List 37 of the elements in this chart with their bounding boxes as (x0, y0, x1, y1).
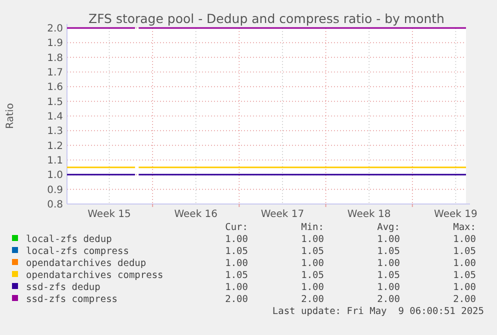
y-tick-label: 1.7 (47, 68, 63, 78)
text: 2.00 2.00 2.00 2.00 (225, 294, 476, 305)
text: 1.05 1.05 1.05 1.05 (225, 270, 476, 281)
legend-label: local-zfs compress (26, 246, 129, 257)
text: Avg: (377, 222, 400, 233)
legend-label: opendatarchives compress (26, 270, 164, 281)
text: Last update: Fri May 9 06:00:51 2025 (272, 306, 484, 317)
x-tick-label: Week 16 (174, 209, 218, 220)
y-tick-label: 1.3 (47, 126, 63, 138)
text: Max: (453, 222, 476, 233)
y-tick-label: 1.4 (47, 112, 63, 122)
y-tick-label: 0.9 (47, 184, 63, 196)
text: 1.00 1.00 1.00 1.00 (225, 282, 476, 293)
text: 1.00 1.00 1.00 1.00 (225, 234, 476, 245)
y-axis-title: Ratio (5, 103, 16, 129)
y-tick-label: 1.9 (47, 38, 63, 50)
x-tick-label: Week 18 (347, 209, 391, 220)
text: 1.05 1.05 1.05 1.05 (225, 246, 476, 257)
y-tick-label: 1.6 (47, 82, 63, 94)
y-tick-label: 1.8 (47, 52, 63, 64)
legend-label: opendatarchives dedup (26, 258, 146, 269)
x-tick-label: Week 17 (260, 209, 304, 220)
x-tick-label: Week 15 (88, 209, 131, 220)
x-tick-label: Week 19 (434, 209, 478, 220)
text: 1.00 1.00 1.00 1.00 (225, 258, 476, 269)
legend-label: local-zfs dedup (26, 234, 112, 245)
chart-title: ZFS storage pool - Dedup and compress ratio - by month (88, 11, 444, 26)
legend-label: ssd-zfs compress (26, 294, 118, 305)
text: Cur: (225, 222, 248, 233)
text: Min: (301, 222, 324, 233)
y-tick-label: 1.1 (47, 156, 63, 166)
y-tick-label: 1.5 (47, 96, 63, 108)
legend-label: ssd-zfs dedup (26, 282, 101, 293)
y-tick-label: 1.0 (47, 170, 63, 182)
y-tick-label: 2.0 (47, 24, 63, 34)
y-tick-label: 1.2 (47, 140, 63, 152)
y-tick-label: 0.8 (47, 200, 63, 210)
